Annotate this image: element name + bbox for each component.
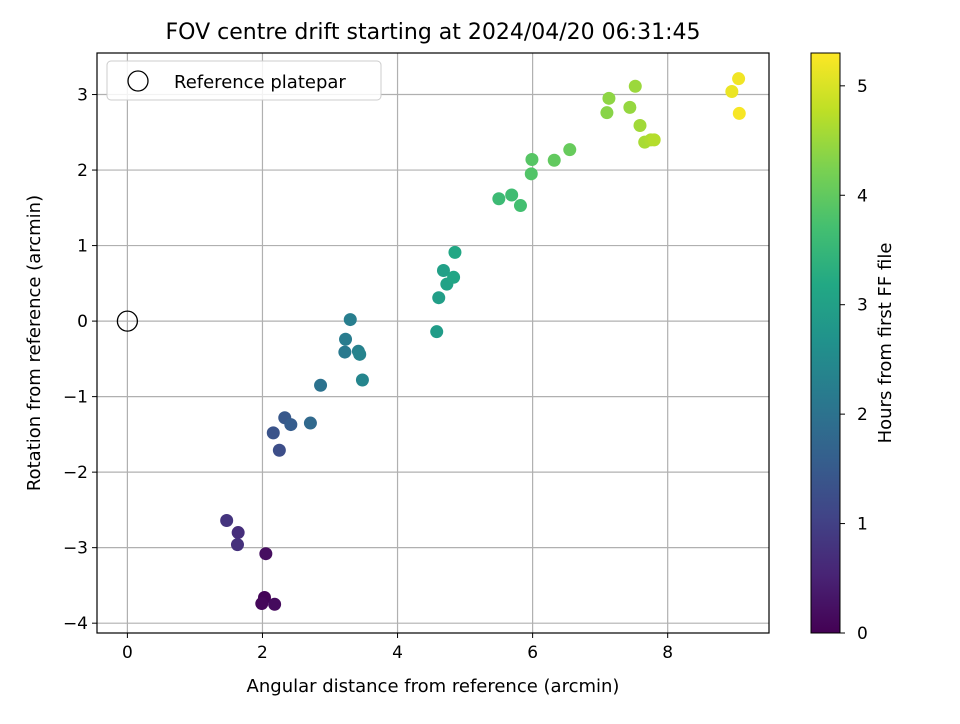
- plot-frame: [96, 52, 770, 634]
- reference-marker: [116, 310, 139, 332]
- y-tick-label: 1: [77, 237, 88, 257]
- colorbar-ticks: 0 1 2 3 4 5: [840, 77, 868, 644]
- y-tick-label: 3: [77, 86, 88, 106]
- colorbar-tick-label: 2: [857, 405, 868, 425]
- colorbar-tick-label: 5: [857, 77, 868, 97]
- data-point: [623, 100, 637, 114]
- data-point: [732, 72, 746, 86]
- x-tick-label: 0: [122, 643, 133, 663]
- colorbar-tick-label: 0: [857, 624, 868, 644]
- y-axis-label: Rotation from reference (arcmin): [24, 195, 45, 491]
- y-tick-label: 2: [77, 161, 88, 181]
- data-point: [432, 291, 446, 305]
- data-point: [647, 133, 661, 147]
- data-point: [259, 547, 273, 561]
- data-point: [628, 79, 642, 93]
- y-axis-ticks: −4 −3 −2 −1 0 1 2 3: [63, 86, 97, 634]
- data-point: [343, 313, 357, 327]
- data-point: [272, 443, 286, 457]
- x-tick-label: 6: [527, 643, 538, 663]
- data-point: [725, 85, 739, 99]
- data-point: [284, 418, 298, 432]
- y-tick-label: −2: [63, 463, 88, 483]
- data-point: [600, 106, 614, 120]
- legend-marker-open-circle: [127, 70, 149, 92]
- data-point: [525, 152, 539, 166]
- data-point: [505, 188, 519, 202]
- data-point: [230, 538, 244, 552]
- y-tick-label: −4: [63, 614, 88, 634]
- data-point: [314, 378, 328, 392]
- colorbar-label: Hours from first FF file: [875, 243, 896, 444]
- colorbar: [810, 52, 841, 634]
- y-tick-label: 0: [77, 312, 88, 332]
- x-axis-label: Angular distance from reference (arcmin): [247, 676, 620, 697]
- data-point: [448, 245, 462, 259]
- data-point: [732, 106, 746, 120]
- x-axis-ticks: 0 2 4 6 8: [122, 633, 673, 663]
- chart-title: FOV centre drift starting at 2024/04/20 …: [166, 20, 701, 45]
- legend-label-reference-platepar: Reference platepar: [174, 72, 346, 93]
- legend: Reference platepar: [106, 60, 382, 101]
- data-points: [220, 72, 746, 611]
- data-point: [436, 264, 450, 277]
- data-point: [338, 345, 352, 359]
- data-point: [231, 526, 245, 540]
- data-point: [492, 192, 506, 206]
- data-point: [447, 270, 461, 284]
- data-point: [513, 199, 527, 213]
- data-point: [353, 347, 367, 361]
- data-point: [524, 167, 538, 181]
- colorbar-tick-label: 4: [857, 186, 868, 206]
- data-point: [220, 513, 234, 527]
- colorbar-tick-label: 3: [857, 296, 868, 316]
- data-point: [633, 119, 647, 132]
- data-point: [547, 153, 561, 167]
- x-tick-label: 8: [662, 643, 673, 663]
- y-tick-label: −3: [63, 539, 88, 559]
- legend-box: [106, 60, 382, 101]
- data-point: [602, 91, 616, 105]
- data-point: [355, 373, 369, 387]
- data-point: [339, 332, 353, 346]
- reference-platepar-point: [116, 310, 139, 332]
- y-tick-label: −1: [63, 388, 88, 408]
- x-tick-label: 2: [257, 643, 268, 663]
- data-point: [303, 416, 317, 430]
- colorbar-tick-label: 1: [857, 515, 868, 535]
- grid-lines: [97, 53, 769, 633]
- data-point: [268, 597, 282, 611]
- data-point: [563, 143, 577, 157]
- x-tick-label: 4: [392, 643, 403, 663]
- data-point: [266, 426, 280, 440]
- data-point: [255, 597, 269, 611]
- data-point: [430, 325, 444, 339]
